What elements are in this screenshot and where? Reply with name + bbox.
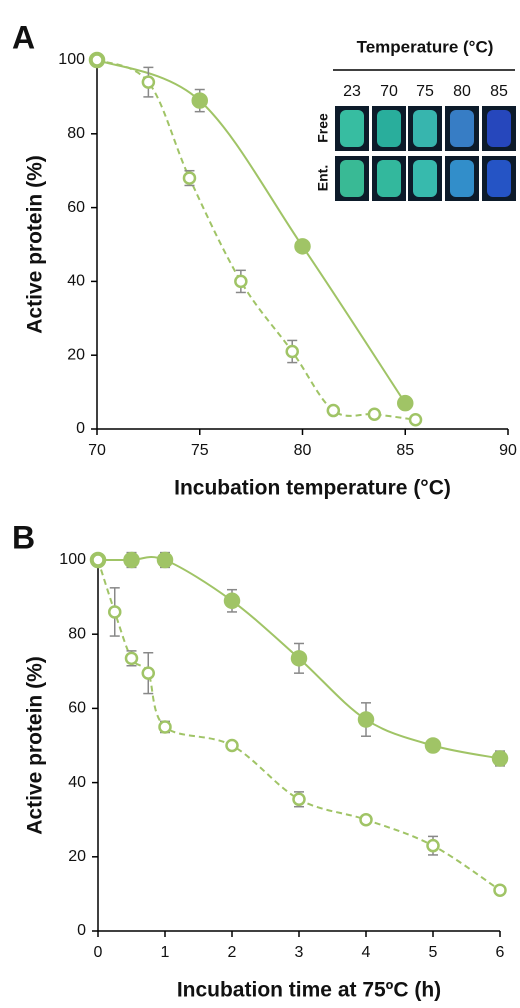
inset-column-label: 85 — [490, 83, 508, 100]
x-axis-title: Incubation time at 75ºC (h) — [177, 979, 441, 1002]
data-point — [294, 238, 311, 255]
y-tick-label: 100 — [59, 551, 86, 568]
data-point — [357, 711, 375, 728]
inset-column-label: 70 — [380, 83, 398, 100]
y-tick-label: 100 — [58, 51, 85, 68]
data-point — [326, 403, 341, 418]
inset-row-label: Ent. — [315, 165, 331, 191]
x-tick-label: 75 — [191, 442, 209, 459]
tube — [413, 160, 437, 197]
x-tick-label: 90 — [499, 442, 517, 459]
y-tick-label: 80 — [68, 625, 86, 642]
data-point — [141, 666, 155, 680]
x-tick-label: 80 — [294, 442, 312, 459]
inset-column-label: 75 — [416, 83, 434, 100]
panel-label: A — [12, 19, 35, 55]
data-point — [424, 737, 442, 754]
y-axis-title: Active protein (%) — [24, 656, 47, 835]
inset-column-label: 80 — [453, 83, 471, 100]
data-point — [225, 738, 239, 753]
y-tick-label: 20 — [67, 346, 85, 363]
inset-row-label: Free — [315, 113, 331, 143]
data-point — [156, 551, 174, 569]
tube — [340, 160, 364, 197]
data-point — [491, 750, 509, 767]
data-point — [158, 720, 172, 734]
data-point — [359, 812, 373, 827]
data-point — [191, 92, 208, 109]
y-tick-label: 80 — [67, 125, 85, 142]
fit-line — [97, 559, 501, 892]
data-point — [292, 792, 306, 807]
x-tick-label: 5 — [429, 944, 438, 961]
data-point — [108, 605, 122, 619]
y-tick-label: 0 — [76, 420, 85, 437]
fit-line — [96, 59, 416, 421]
x-tick-label: 70 — [88, 442, 106, 459]
inset-column-label: 23 — [343, 83, 361, 100]
tube — [450, 160, 474, 197]
x-tick-label: 2 — [228, 944, 237, 961]
tube — [377, 160, 401, 197]
tube — [450, 110, 474, 147]
x-tick-label: 6 — [496, 944, 505, 961]
data-point — [290, 650, 308, 667]
data-point — [408, 413, 423, 427]
data-point — [124, 651, 139, 666]
data-point — [493, 883, 507, 897]
y-tick-label: 60 — [68, 700, 86, 717]
tube — [340, 110, 364, 147]
y-tick-label: 0 — [77, 922, 86, 939]
data-point — [397, 394, 414, 412]
tube — [377, 110, 401, 147]
data-point — [123, 551, 140, 569]
data-point — [426, 838, 440, 853]
panel-label: B — [12, 519, 35, 555]
x-axis-title: Incubation temperature (°C) — [174, 477, 451, 500]
x-tick-label: 0 — [94, 944, 103, 961]
x-tick-label: 3 — [295, 944, 304, 961]
data-point — [90, 53, 104, 67]
data-point — [182, 171, 197, 185]
y-axis-title: Active protein (%) — [24, 155, 47, 334]
data-point — [223, 592, 241, 610]
y-tick-label: 40 — [67, 273, 85, 290]
x-tick-label: 85 — [396, 442, 414, 459]
fit-line — [96, 59, 407, 404]
y-tick-label: 20 — [68, 848, 86, 865]
y-tick-label: 40 — [68, 774, 86, 791]
x-tick-label: 1 — [161, 944, 170, 961]
data-point — [91, 553, 105, 567]
tube — [487, 160, 511, 197]
data-point — [285, 344, 299, 359]
data-point — [234, 274, 248, 289]
tube — [487, 110, 511, 147]
tube — [413, 110, 437, 147]
x-tick-label: 4 — [362, 944, 371, 961]
y-tick-label: 60 — [67, 199, 85, 216]
inset-title: Temperature (°C) — [357, 37, 494, 56]
data-point — [367, 407, 382, 421]
data-point — [141, 75, 156, 89]
